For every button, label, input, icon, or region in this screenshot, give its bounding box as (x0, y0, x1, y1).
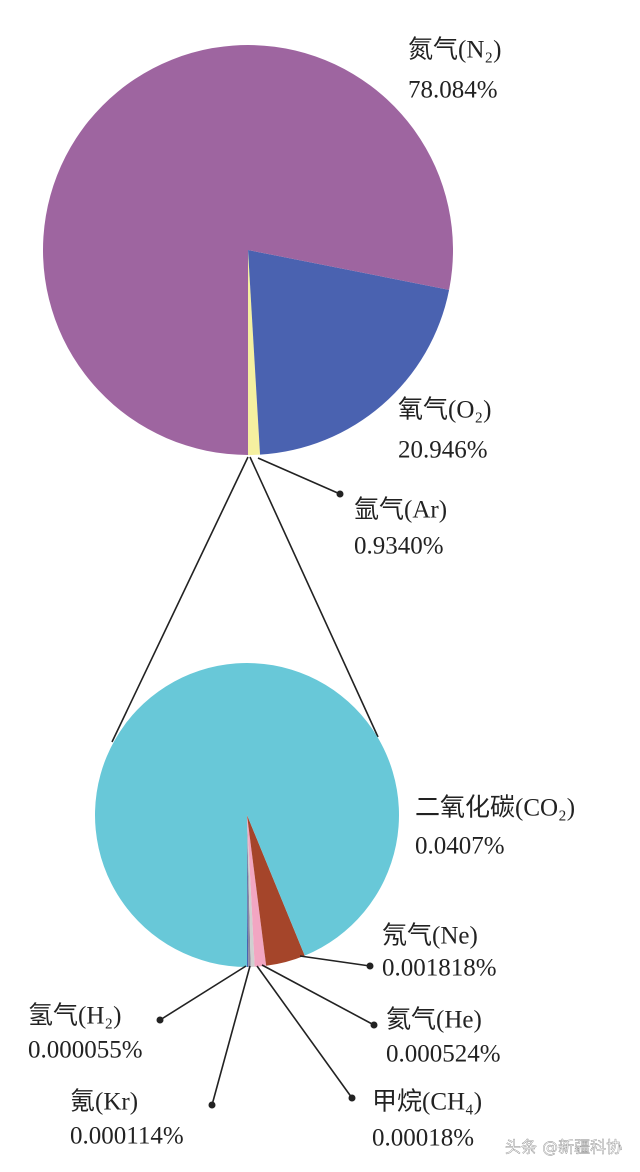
slice-label: 二氧化碳(CO₂) (415, 794, 575, 822)
leader-dot (366, 962, 374, 970)
pie-slice (247, 815, 251, 967)
leader-line (299, 955, 371, 967)
connectors (111, 456, 379, 743)
pie-slice (248, 250, 261, 455)
connector-line (249, 456, 379, 738)
value-label: 0.001818% (382, 955, 497, 982)
leader-line (211, 965, 251, 1106)
slice-label: 氮气(N₂) (408, 36, 501, 64)
pie-slice (247, 815, 255, 967)
value-label: 0.000055% (28, 1037, 143, 1064)
slice-label: 氖气(Ne) (382, 922, 478, 950)
leader-line (256, 965, 353, 1099)
value-label: 0.000114% (70, 1123, 184, 1150)
leader-line (261, 964, 375, 1026)
value-label: 0.0407% (415, 833, 505, 860)
value-label: 0.9340% (354, 533, 444, 560)
pie-slice (247, 815, 305, 966)
pie-slice (247, 815, 249, 967)
leader-dot (208, 1101, 216, 1109)
slice-label: 氦气(He) (386, 1006, 482, 1034)
pie-slice (43, 44, 453, 455)
pie-slice (247, 815, 267, 967)
slice-label: 氧气(O₂) (398, 396, 491, 424)
pie-slice (95, 663, 399, 967)
watermark: 头条 @新疆科协 (505, 1138, 622, 1157)
leader-dot (370, 1021, 378, 1029)
pie-slice (248, 250, 450, 455)
value-label: 0.00018% (372, 1125, 474, 1152)
leader-line (159, 965, 247, 1021)
leader-dot (336, 490, 344, 498)
value-label: 20.946% (398, 437, 488, 464)
slice-label: 氩气(Ar) (354, 496, 447, 524)
slice-label: 甲烷(CH₄) (372, 1088, 482, 1116)
leader-dot (348, 1094, 356, 1102)
value-label: 0.000524% (386, 1041, 501, 1068)
value-label: 78.084% (408, 77, 498, 104)
slice-label: 氢气(H₂) (28, 1002, 121, 1030)
connector-line (111, 456, 249, 743)
slice-label: 氪(Kr) (70, 1088, 138, 1116)
leader-line (257, 457, 341, 495)
leader-dot (156, 1016, 164, 1024)
